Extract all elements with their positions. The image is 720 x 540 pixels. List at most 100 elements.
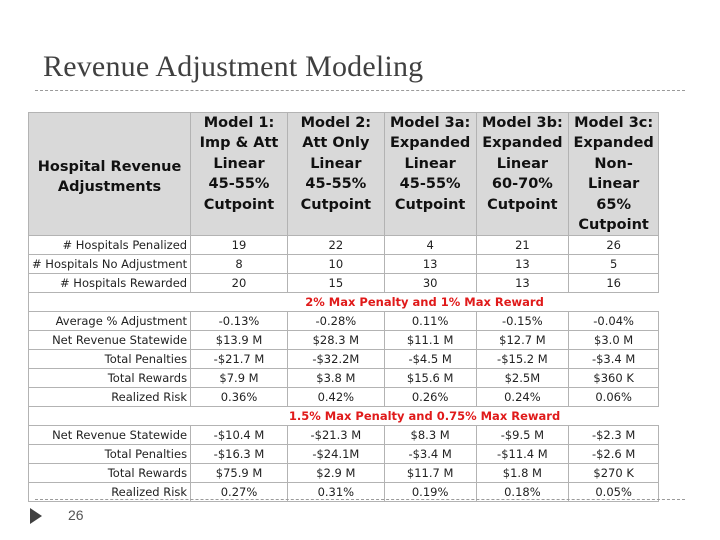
cell-value: 5 xyxy=(568,254,659,275)
cell-value: -$3.4 M xyxy=(568,349,659,370)
cell-value: 0.26% xyxy=(383,387,477,408)
cell-value: 0.24% xyxy=(475,387,570,408)
cell-value: $3.8 M xyxy=(286,368,385,389)
cell-value: -0.04% xyxy=(568,311,659,332)
model-sub: Imp & Att xyxy=(199,135,279,152)
model-header: Model 2: Att Only Linear 45-55% Cutpoint xyxy=(286,111,385,237)
table-row: # Hospitals No Adjustment 8 10 13 13 5 xyxy=(27,254,659,275)
cell-value: $28.3 M xyxy=(286,330,385,351)
corner-line: Hospital Revenue xyxy=(37,159,182,176)
cell-value: 0.42% xyxy=(286,387,385,408)
model-header: Model 1: Imp & Att Linear 45-55% Cutpoin… xyxy=(190,111,288,237)
cell-value: $8.3 M xyxy=(383,425,477,446)
row-label: # Hospitals Penalized xyxy=(27,235,192,256)
table-row: Realized Risk 0.36% 0.42% 0.26% 0.24% 0.… xyxy=(27,387,659,408)
cell-value: $7.9 M xyxy=(190,368,288,389)
corner-line: Adjustments xyxy=(57,179,162,196)
cell-value: $1.8 M xyxy=(475,463,570,484)
cell-value: 0.19% xyxy=(383,482,477,503)
model-header: Model 3a: Expanded Linear 45-55% Cutpoin… xyxy=(383,111,477,237)
cell-value: $360 K xyxy=(568,368,659,389)
page-number: 26 xyxy=(68,507,84,523)
cell-value: -$16.3 M xyxy=(190,444,288,465)
cell-value: $15.6 M xyxy=(383,368,477,389)
cell-value: $11.7 M xyxy=(383,463,477,484)
model-header: Model 3b: Expanded Linear 60-70% Cutpoin… xyxy=(475,111,570,237)
cell-value: -$9.5 M xyxy=(475,425,570,446)
section-title: 2% Max Penalty and 1% Max Reward xyxy=(190,292,659,313)
revenue-table-container: Hospital Revenue Adjustments Model 1: Im… xyxy=(27,111,659,503)
model-type: Linear xyxy=(404,155,456,172)
cell-value: $3.0 M xyxy=(568,330,659,351)
corner-header: Hospital Revenue Adjustments xyxy=(27,111,192,237)
cell-value: 10 xyxy=(286,254,385,275)
cell-value: $2.9 M xyxy=(286,463,385,484)
row-label: Total Penalties xyxy=(27,444,192,465)
section-header-row: 2% Max Penalty and 1% Max Reward xyxy=(27,292,659,313)
cell-value: -$21.3 M xyxy=(286,425,385,446)
cell-value: -$32.2M xyxy=(286,349,385,370)
cell-value: -0.15% xyxy=(475,311,570,332)
cell-value: 0.36% xyxy=(190,387,288,408)
cell-value: 22 xyxy=(286,235,385,256)
model-name: Model 1: xyxy=(203,115,275,131)
cell-value: 13 xyxy=(475,273,570,294)
model-range: 45-55% xyxy=(399,176,461,193)
row-label: # Hospitals No Adjustment xyxy=(27,254,192,275)
cell-value: $13.9 M xyxy=(190,330,288,351)
cell-value: -$21.7 M xyxy=(190,349,288,370)
table-row: Realized Risk 0.27% 0.31% 0.19% 0.18% 0.… xyxy=(27,482,659,503)
model-range: 60-70% xyxy=(491,176,553,193)
cell-value: 0.05% xyxy=(568,482,659,503)
table-row: # Hospitals Penalized 19 22 4 21 26 xyxy=(27,235,659,256)
cell-value: 15 xyxy=(286,273,385,294)
table-header-row: Hospital Revenue Adjustments Model 1: Im… xyxy=(27,111,659,237)
row-label: Total Penalties xyxy=(27,349,192,370)
cell-value: -$3.4 M xyxy=(383,444,477,465)
model-type: Linear xyxy=(496,155,549,172)
table-row: # Hospitals Rewarded 20 15 30 13 16 xyxy=(27,273,659,294)
cell-value: $2.5M xyxy=(475,368,570,389)
model-cut: Cutpoint xyxy=(203,196,275,213)
cell-value: 0.11% xyxy=(383,311,477,332)
model-cut: Cutpoint xyxy=(394,196,466,213)
row-label: Total Rewards xyxy=(27,463,192,484)
cell-value: 13 xyxy=(383,254,477,275)
title-divider xyxy=(35,90,685,91)
row-label: # Hospitals Rewarded xyxy=(27,273,192,294)
section-header-row: 1.5% Max Penalty and 0.75% Max Reward xyxy=(27,406,659,427)
row-label: Net Revenue Statewide xyxy=(27,425,192,446)
section-title: 1.5% Max Penalty and 0.75% Max Reward xyxy=(190,406,659,427)
row-label: Realized Risk xyxy=(27,482,192,503)
cell-value: 30 xyxy=(383,273,477,294)
cell-value: -$24.1M xyxy=(286,444,385,465)
model-header: Model 3c: Expanded Non-Linear 65% Cutpoi… xyxy=(568,111,659,237)
revenue-adjustment-table: Hospital Revenue Adjustments Model 1: Im… xyxy=(27,111,659,503)
row-label: Net Revenue Statewide xyxy=(27,330,192,351)
model-sub: Expanded xyxy=(573,135,654,152)
cell-value: $11.1 M xyxy=(383,330,477,351)
cell-value: -$15.2 M xyxy=(475,349,570,370)
table-row: Average % Adjustment -0.13% -0.28% 0.11%… xyxy=(27,311,659,332)
cell-value: 19 xyxy=(190,235,288,256)
row-label: Average % Adjustment xyxy=(27,311,192,332)
model-name: Model 3a: xyxy=(389,115,471,131)
row-label: Realized Risk xyxy=(27,387,192,408)
cell-value: 13 xyxy=(475,254,570,275)
row-label: Total Rewards xyxy=(27,368,192,389)
cell-value: 4 xyxy=(383,235,477,256)
cell-value: -$2.6 M xyxy=(568,444,659,465)
model-sub: Expanded xyxy=(389,135,471,152)
cell-value: 8 xyxy=(190,254,288,275)
model-name: Model 3c: xyxy=(574,115,654,131)
arrow-right-icon xyxy=(30,508,42,524)
model-range: 65% xyxy=(596,196,631,213)
table-row: Total Rewards $75.9 M $2.9 M $11.7 M $1.… xyxy=(27,463,659,484)
model-cut: Cutpoint xyxy=(487,196,558,213)
cell-value: 0.31% xyxy=(286,482,385,503)
slide-title: Revenue Adjustment Modeling xyxy=(43,50,424,83)
model-sub: Expanded xyxy=(482,135,563,152)
footer-divider xyxy=(35,499,685,500)
cell-value: -0.28% xyxy=(286,311,385,332)
model-name: Model 3b: xyxy=(481,115,563,131)
